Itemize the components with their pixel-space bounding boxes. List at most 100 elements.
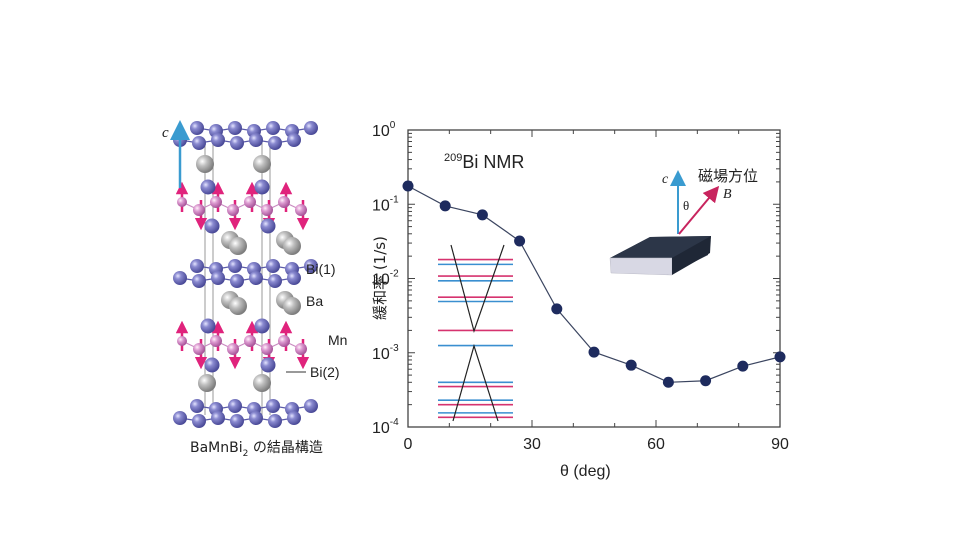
bi1-atom — [228, 121, 242, 135]
bi1-atom — [249, 271, 263, 285]
ba-atom — [253, 155, 271, 173]
bi1-atom — [304, 259, 318, 273]
bi2-atom — [260, 357, 276, 373]
x-tick-label: 30 — [523, 436, 541, 453]
y-axis-label: 緩和率 (1/s) — [371, 236, 389, 320]
mn-atom — [193, 343, 205, 355]
bi1-atom — [190, 121, 204, 135]
bi2-atom — [254, 179, 270, 195]
bi1-atom — [230, 414, 244, 428]
x-tick-label: 0 — [404, 436, 413, 453]
bi2-atom — [204, 218, 220, 234]
bi1-atom — [230, 136, 244, 150]
bi1-atom — [268, 274, 282, 288]
mn-atom — [177, 197, 187, 207]
bi1-atom — [211, 271, 225, 285]
atoms — [173, 121, 318, 428]
ba-atom — [253, 374, 271, 392]
bi1-atom — [266, 121, 280, 135]
data-point — [551, 303, 563, 315]
y-tick-label: 100 — [372, 120, 396, 140]
mn-atom — [210, 196, 222, 208]
bi1-atom — [211, 133, 225, 147]
inset-theta-label: θ — [683, 198, 689, 213]
sample-slab-right — [672, 236, 711, 275]
chart-title: 209Bi NMR — [444, 152, 524, 172]
mn-atom — [295, 204, 307, 216]
mn-atom — [295, 343, 307, 355]
data-point — [514, 235, 526, 247]
field-direction-inset: c B θ 磁場方位 — [609, 167, 758, 276]
mn-atom — [261, 204, 273, 216]
mn-atom — [278, 335, 290, 347]
data-point — [439, 200, 451, 212]
bi1-atom — [190, 259, 204, 273]
bi1-atom — [266, 399, 280, 413]
y-tick-label: 10-1 — [372, 194, 399, 214]
x-tick-label: 90 — [771, 436, 789, 453]
data-point — [476, 209, 488, 221]
ba-atom — [229, 297, 247, 315]
bi1-atom — [287, 271, 301, 285]
ba-atom — [196, 155, 214, 173]
mn-atom — [193, 204, 205, 216]
bi1-atom — [268, 136, 282, 150]
data-point — [774, 351, 786, 363]
data-point — [625, 359, 637, 371]
bi1-atom — [287, 133, 301, 147]
ba-atom — [229, 237, 247, 255]
bi1-atom — [249, 411, 263, 425]
y-tick-label: 10-2 — [372, 269, 399, 289]
data-point — [588, 346, 600, 358]
mn-atom — [227, 204, 239, 216]
mn-atom — [261, 343, 273, 355]
bi1-atom — [268, 414, 282, 428]
label-bi1: Bi(1) — [306, 261, 336, 277]
bi1-atom — [266, 259, 280, 273]
bi2-atom — [200, 179, 216, 195]
inset-b-label: B — [723, 187, 732, 202]
bi1-atom — [230, 274, 244, 288]
bi1-atom — [192, 414, 206, 428]
lower-cone — [452, 343, 499, 422]
data-point — [737, 360, 749, 372]
sample-slab-top-face — [610, 236, 711, 258]
label-ba: Ba — [306, 293, 323, 309]
mn-atom — [278, 196, 290, 208]
data-points — [402, 180, 786, 388]
bi1-atom — [304, 121, 318, 135]
x-tick-label: 60 — [647, 436, 665, 453]
bi1-atom — [192, 136, 206, 150]
mn-atom — [177, 336, 187, 346]
crystal-structure-illustration: c Bi(1) Ba Mn Bi(2) BaMnBi2 の結晶構造 — [162, 120, 347, 459]
label-mn: Mn — [328, 332, 347, 348]
bi1-atom — [249, 133, 263, 147]
data-point — [662, 376, 674, 388]
axis-ticks — [407, 130, 781, 428]
inset-c-label: c — [662, 172, 669, 187]
ba-atom — [283, 237, 301, 255]
bi1-atom — [287, 411, 301, 425]
bi1-atom — [173, 411, 187, 425]
ba-atom — [283, 297, 301, 315]
structure-caption: BaMnBi2 の結晶構造 — [190, 440, 323, 459]
c-axis-label: c — [162, 125, 169, 141]
dirac-cone-lines — [450, 244, 505, 422]
y-tick-labels: 100 10-1 10-2 10-3 10-4 — [372, 120, 399, 437]
bi1-atom — [228, 259, 242, 273]
y-tick-label: 10-4 — [372, 417, 399, 437]
mn-atom — [210, 335, 222, 347]
bi2-atom — [204, 357, 220, 373]
bi2-atom — [254, 318, 270, 334]
bi1-atom — [173, 271, 187, 285]
upper-cone — [450, 244, 505, 334]
bi1-atom — [192, 274, 206, 288]
x-axis-label: θ (deg) — [560, 463, 611, 480]
bi2-atom — [200, 318, 216, 334]
bi2-atom — [260, 218, 276, 234]
label-bi2: Bi(2) — [310, 364, 340, 380]
bi1-atom — [211, 411, 225, 425]
mn-atom — [244, 335, 256, 347]
landau-level-inset — [438, 258, 513, 419]
